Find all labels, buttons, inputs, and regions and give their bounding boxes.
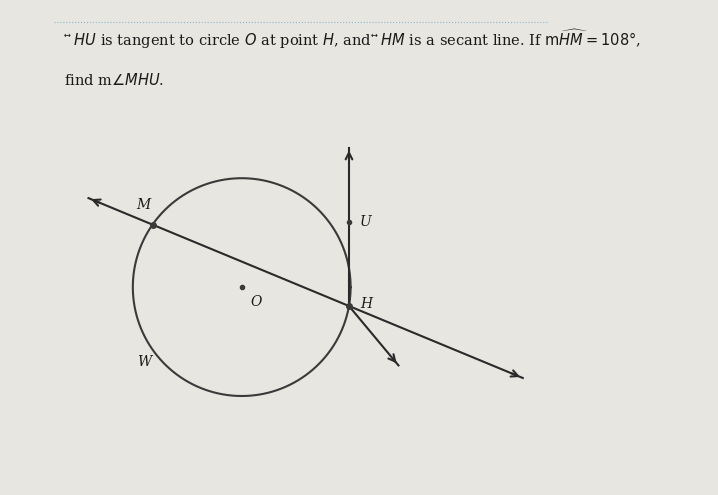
- Text: U: U: [360, 215, 372, 229]
- Text: M: M: [136, 198, 150, 212]
- Text: O: O: [251, 295, 262, 308]
- Text: W: W: [136, 354, 151, 369]
- Text: $\overleftrightarrow{HU}$ is tangent to circle $O$ at point $H$, and $\overleftr: $\overleftrightarrow{HU}$ is tangent to …: [63, 27, 640, 50]
- Text: find m$\angle MHU$.: find m$\angle MHU$.: [63, 72, 164, 88]
- Text: H: H: [360, 297, 372, 310]
